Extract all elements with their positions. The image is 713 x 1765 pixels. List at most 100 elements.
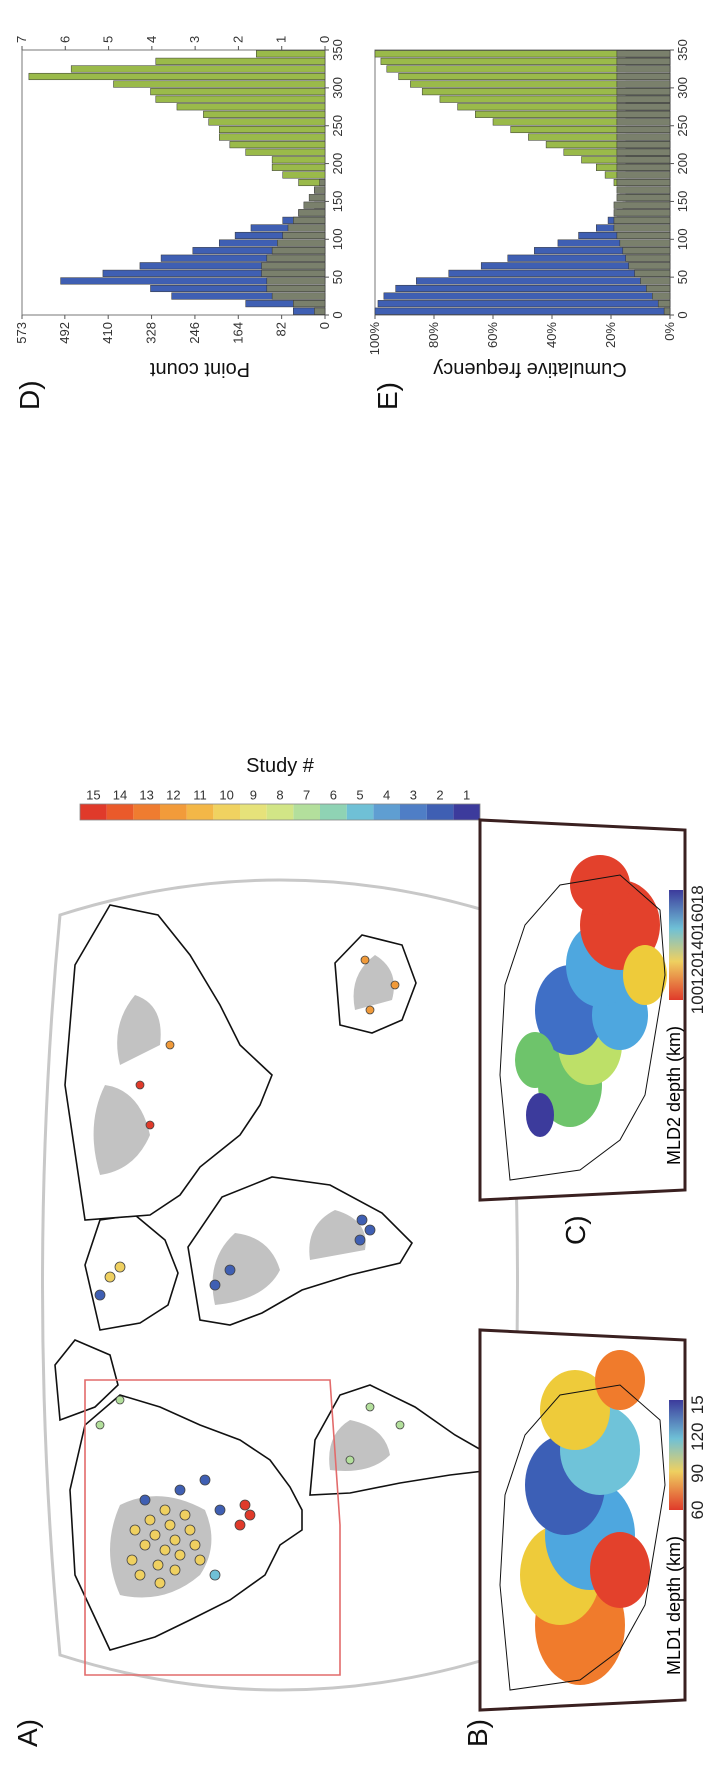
world-map [41, 878, 519, 1692]
study-colorbar-tick-label: 4 [383, 787, 390, 802]
y-tick-label: 80% [426, 322, 441, 348]
bar-series-2-bar [616, 50, 671, 58]
study-point [395, 1420, 405, 1430]
bar-series-3-bar [282, 171, 326, 179]
study-colorbar-tick-label: 6 [330, 787, 337, 802]
bar-series-2-bar [613, 209, 671, 217]
bar-series-2-bar [293, 216, 326, 224]
x-tick-label: 350 [675, 39, 690, 61]
study-colorbar-tick-label: 7 [303, 787, 310, 802]
study-colorbar-border [79, 803, 481, 821]
study-colorbar-swatch [106, 804, 134, 820]
x-tick-label: 50 [675, 270, 690, 284]
study-point [169, 1564, 181, 1576]
x-tick-label: 250 [675, 115, 690, 137]
mld2-colorbar-ramp [669, 890, 683, 1000]
bar-series-2-bar [616, 125, 671, 134]
bar-series-2-bar [287, 224, 326, 232]
bar-series-2-bar [616, 141, 671, 149]
study-point [94, 1289, 106, 1301]
study-point [244, 1509, 256, 1521]
study-colorbar-tick-label: 12 [166, 787, 180, 802]
bar-series-1-bar [383, 292, 671, 300]
study-point [174, 1484, 186, 1496]
study-colorbar-tick-label: 8 [276, 787, 283, 802]
study-point [189, 1539, 201, 1551]
study-point [139, 1494, 151, 1506]
bar-series-3-bar [245, 148, 326, 156]
x-tick-label: 50 [330, 270, 345, 284]
colorbar-tick-label: 140 [688, 931, 707, 959]
y-tick-label: 100% [367, 322, 382, 356]
bar-series-2-bar [622, 247, 671, 255]
bar-series-2-bar [261, 262, 326, 270]
bar-series-2-bar [266, 277, 326, 285]
study-colorbar-tick-label: 2 [436, 787, 443, 802]
study-point [209, 1279, 221, 1291]
bar-series-2-bar [266, 284, 326, 293]
bar-series-2-bar [628, 262, 671, 270]
bar-series-2-bar [619, 239, 671, 247]
y-right-tick-label: 5 [101, 36, 116, 43]
study-colorbar-title: Study # [246, 755, 315, 777]
x-tick-label: 200 [675, 153, 690, 175]
bar-series-2-bar [271, 247, 326, 255]
study-point [159, 1504, 171, 1516]
y-tick-label: 0% [662, 322, 677, 341]
bar-series-2-bar [616, 163, 671, 171]
bar-series-2-bar [616, 171, 671, 179]
study-colorbar-swatch [266, 804, 294, 820]
study-point [199, 1474, 211, 1486]
bar-series-2-bar [616, 194, 671, 202]
colorbar-tick-label: 120 [688, 1422, 707, 1450]
study-point [364, 1224, 376, 1236]
study-point [104, 1271, 116, 1283]
study-point [356, 1214, 368, 1226]
bar-series-2-bar [616, 88, 671, 96]
study-colorbar-swatch [80, 804, 107, 820]
x-tick-label: 300 [675, 77, 690, 99]
y-tick-label: 82 [274, 322, 289, 336]
study-point [224, 1264, 236, 1276]
study-point [144, 1514, 156, 1526]
study-point [345, 1455, 355, 1465]
study-point [129, 1524, 141, 1536]
mld1-colorbar-ramp [669, 1400, 683, 1510]
bar-series-2-bar [616, 156, 671, 164]
study-colorbar-tick-label: 10 [219, 787, 233, 802]
study-point [134, 1569, 146, 1581]
y-right-tick-label: 2 [230, 36, 245, 43]
bar-series-2-bar [652, 292, 671, 300]
x-tick-label: 350 [330, 39, 345, 61]
study-point [139, 1539, 151, 1551]
study-point [214, 1504, 226, 1516]
mld2-colorbar-title: MLD2 depth (km) [665, 1026, 684, 1165]
bar-series-3-bar [256, 50, 326, 58]
y-tick-label: 60% [485, 322, 500, 348]
bar-series-2-bar [616, 103, 671, 111]
colorbar-tick-label: 100 [688, 986, 707, 1014]
bar-series-2-bar [616, 95, 671, 103]
study-point [152, 1559, 164, 1571]
study-point [390, 980, 400, 990]
panel-d-chart: 0501001502002503003500821642463284104925… [14, 36, 345, 380]
colorbar-tick-label: 160 [688, 903, 707, 931]
bar-series-3-bar [218, 125, 326, 134]
study-colorbar-swatch [240, 804, 267, 820]
y-tick-label: 164 [230, 322, 245, 344]
bar-series-3-bar [203, 110, 326, 118]
inset-b-map [478, 1328, 687, 1712]
colorbar-tick-label: 60 [688, 1501, 707, 1520]
bar-series-3-bar [271, 156, 326, 164]
y-tick-label: 40% [544, 322, 559, 348]
bar-series-2-bar [314, 186, 326, 194]
study-region-outline [84, 1379, 341, 1676]
x-tick-label: 100 [330, 228, 345, 250]
study-colorbar-swatch [213, 804, 240, 820]
y-tick-label: 0 [317, 322, 332, 329]
study-points [94, 955, 405, 1589]
bar-series-2-bar [625, 254, 671, 262]
x-tick-label: 300 [330, 77, 345, 99]
bar-series-2-bar [282, 231, 326, 240]
study-point [239, 1499, 251, 1511]
